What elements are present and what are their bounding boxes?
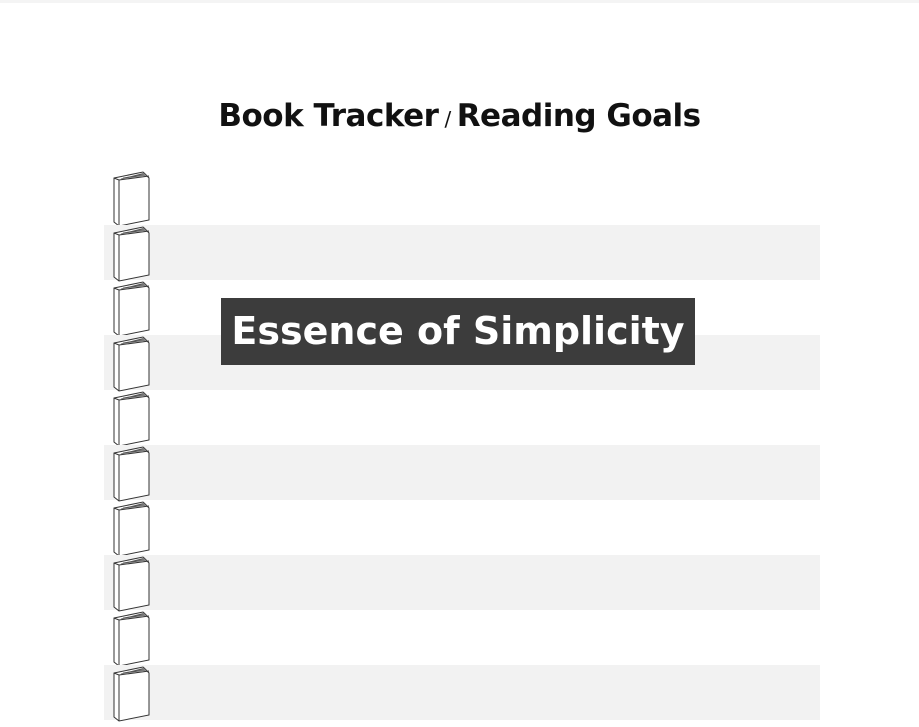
book-icon [111,390,151,448]
page-title: Book Tracker / Reading Goals [0,98,919,134]
book-row [104,170,820,228]
reading-goals-list [104,170,820,723]
book-row [104,280,820,338]
book-icon [111,170,151,228]
book-icon [111,500,151,558]
top-divider [0,0,919,3]
book-row [104,610,820,668]
book-row [104,390,820,448]
title-reading-goals: Reading Goals [456,98,701,134]
book-icon [111,280,151,338]
title-separator: / [444,107,451,131]
book-icon [111,225,151,283]
title-book-tracker: Book Tracker [218,98,439,134]
book-icon [111,445,151,503]
book-icon [111,335,151,393]
book-row [104,500,820,558]
book-row [104,445,820,503]
book-row [104,555,820,613]
book-icon [111,555,151,613]
book-icon [111,610,151,668]
book-row [104,225,820,283]
book-row [104,665,820,723]
book-icon [111,665,151,723]
overlay-banner: Essence of Simplicity [221,298,695,365]
